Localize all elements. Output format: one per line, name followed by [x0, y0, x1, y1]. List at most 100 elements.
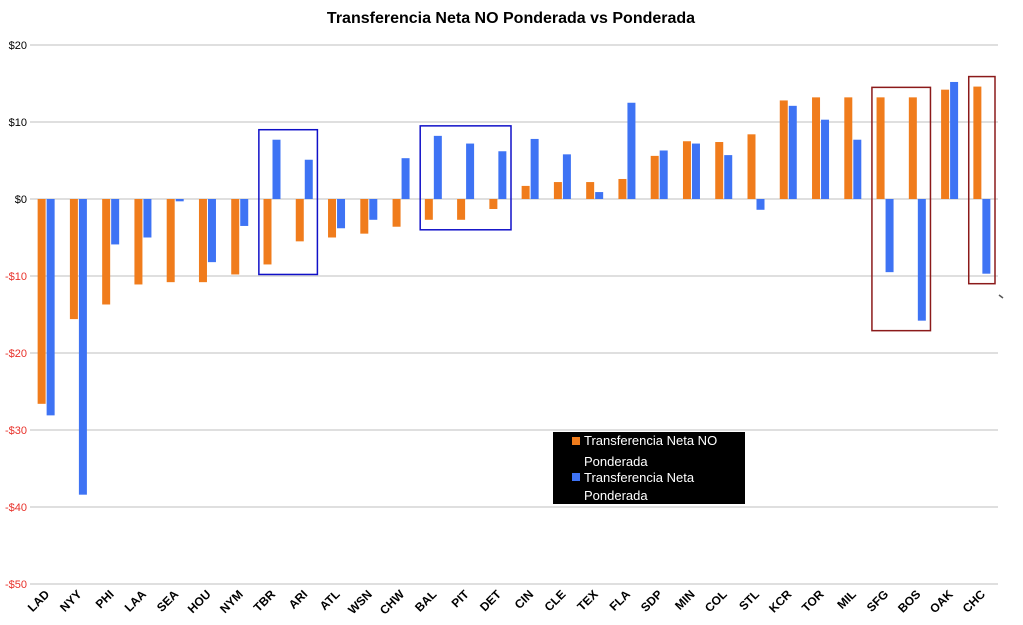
bar-no-ponderada-sea	[166, 199, 175, 283]
bar-no-ponderada-lad	[37, 199, 46, 404]
highlight-box-3	[871, 86, 932, 332]
highlight-box-2	[419, 125, 512, 231]
bar-ponderada-tbr	[272, 139, 281, 199]
bar-no-ponderada-atl	[328, 199, 337, 238]
bar-ponderada-fla	[627, 102, 636, 199]
y-tick-label: $10	[9, 117, 27, 129]
bars	[37, 81, 991, 495]
bar-no-ponderada-stl	[747, 134, 756, 199]
bar-no-ponderada-chc	[973, 86, 982, 199]
x-tick-label-det: DET	[477, 587, 504, 614]
x-tick-label-tex: TEX	[574, 587, 600, 613]
x-tick-label-sdp: SDP	[638, 587, 665, 614]
x-tick-label-nyy: NYY	[57, 587, 84, 614]
legend-label-ponderada-line1: Transferencia Neta	[584, 470, 695, 485]
x-tick-label-chw: CHW	[377, 587, 408, 618]
bar-no-ponderada-ari	[295, 199, 304, 242]
y-tick-label: -$50	[5, 579, 27, 591]
x-axis-ticks: LAD NYY PHI LAA SEA HOU NYM TBR ARI ATL WSN CHW BAL P…	[25, 587, 988, 618]
x-tick-label-hou: HOU	[185, 587, 214, 616]
x-tick-label-kcr: KCR	[766, 587, 795, 616]
bar-ponderada-sfg	[885, 199, 894, 273]
y-tick-label: $20	[9, 40, 27, 52]
bar-no-ponderada-mil	[844, 97, 853, 199]
bar-ponderada-nym	[240, 199, 249, 226]
x-tick-label-pit: PIT	[449, 587, 473, 611]
bar-ponderada-cin	[530, 138, 539, 199]
x-tick-label-atl: ATL	[317, 587, 343, 613]
bar-ponderada-stl	[756, 199, 765, 210]
bar-ponderada-sdp	[659, 150, 668, 199]
bar-no-ponderada-bal	[424, 199, 433, 220]
bar-ponderada-sea	[175, 199, 184, 202]
bar-no-ponderada-wsn	[360, 199, 369, 234]
legend-label-ponderada-line2: Ponderada	[584, 488, 648, 503]
bar-ponderada-bos	[917, 199, 926, 321]
y-tick-label: -$20	[5, 348, 27, 360]
x-tick-label-bos: BOS	[895, 587, 923, 615]
bar-no-ponderada-nym	[231, 199, 240, 275]
x-tick-label-wsn: WSN	[345, 587, 375, 617]
bar-ponderada-chw	[401, 158, 410, 199]
bar-no-ponderada-cle	[553, 182, 562, 199]
y-axis-ticks: $20 $10 $0 -$10 -$20 -$30 -$40 -$50	[5, 40, 27, 591]
x-tick-label-bal: BAL	[412, 587, 439, 614]
bar-ponderada-pit	[466, 143, 475, 199]
bar-no-ponderada-pit	[457, 199, 466, 220]
highlight-box-4	[967, 75, 996, 285]
chart-title: Transferencia Neta NO Ponderada vs Ponde…	[327, 10, 695, 27]
bar-ponderada-cle	[562, 154, 571, 199]
bar-no-ponderada-min	[682, 141, 691, 199]
bar-ponderada-hou	[207, 199, 216, 263]
highlight-box-1	[258, 128, 319, 276]
x-tick-label-chc: CHC	[960, 587, 989, 616]
bar-ponderada-lad	[46, 199, 55, 416]
bar-no-ponderada-tbr	[263, 199, 272, 265]
highlight-boxes	[258, 75, 996, 332]
x-tick-label-col: COL	[702, 587, 730, 615]
bar-no-ponderada-oak	[941, 89, 950, 199]
y-tick-label: -$30	[5, 425, 27, 437]
bar-no-ponderada-chw	[392, 199, 401, 227]
bar-ponderada-oak	[950, 81, 959, 199]
bar-no-ponderada-nyy	[69, 199, 78, 320]
legend-swatch-ponderada	[572, 473, 580, 481]
x-tick-label-lad: LAD	[25, 587, 53, 615]
bar-ponderada-wsn	[369, 199, 378, 220]
y-tick-label: -$40	[5, 502, 27, 514]
x-tick-label-nym: NYM	[217, 587, 246, 616]
bar-no-ponderada-bos	[908, 97, 917, 199]
x-tick-label-cin: CIN	[512, 587, 537, 612]
x-tick-label-oak: OAK	[927, 587, 956, 616]
x-tick-label-ari: ARI	[286, 587, 311, 612]
bar-ponderada-col	[724, 155, 733, 199]
bar-no-ponderada-fla	[618, 178, 627, 199]
x-tick-label-sea: SEA	[154, 587, 182, 615]
bar-ponderada-bal	[433, 135, 442, 199]
bar-no-ponderada-det	[489, 199, 498, 210]
y-tick-label: -$10	[5, 271, 27, 283]
cursor-mark	[998, 294, 1004, 299]
bar-no-ponderada-tex	[586, 182, 595, 199]
bar-no-ponderada-kcr	[779, 100, 788, 199]
legend: Transferencia Neta NO Ponderada Transfer…	[553, 432, 745, 504]
legend-swatch-no-ponderada	[572, 437, 580, 445]
bar-no-ponderada-laa	[134, 199, 143, 285]
x-tick-label-stl: STL	[736, 587, 762, 613]
bar-no-ponderada-phi	[102, 199, 111, 305]
bar-ponderada-kcr	[788, 105, 797, 199]
bar-no-ponderada-sfg	[876, 97, 885, 199]
bar-ponderada-min	[691, 143, 700, 199]
bar-ponderada-laa	[143, 199, 152, 238]
gridlines	[30, 44, 998, 585]
bar-ponderada-chc	[982, 199, 991, 274]
legend-label-no-ponderada-line2: Ponderada	[584, 454, 648, 469]
bar-no-ponderada-col	[715, 142, 724, 199]
x-tick-label-mil: MIL	[834, 587, 859, 612]
x-tick-label-phi: PHI	[93, 587, 117, 611]
x-tick-label-tor: TOR	[799, 587, 827, 615]
bar-ponderada-tex	[595, 192, 604, 199]
x-tick-label-fla: FLA	[607, 587, 634, 614]
bar-no-ponderada-tor	[812, 97, 821, 199]
